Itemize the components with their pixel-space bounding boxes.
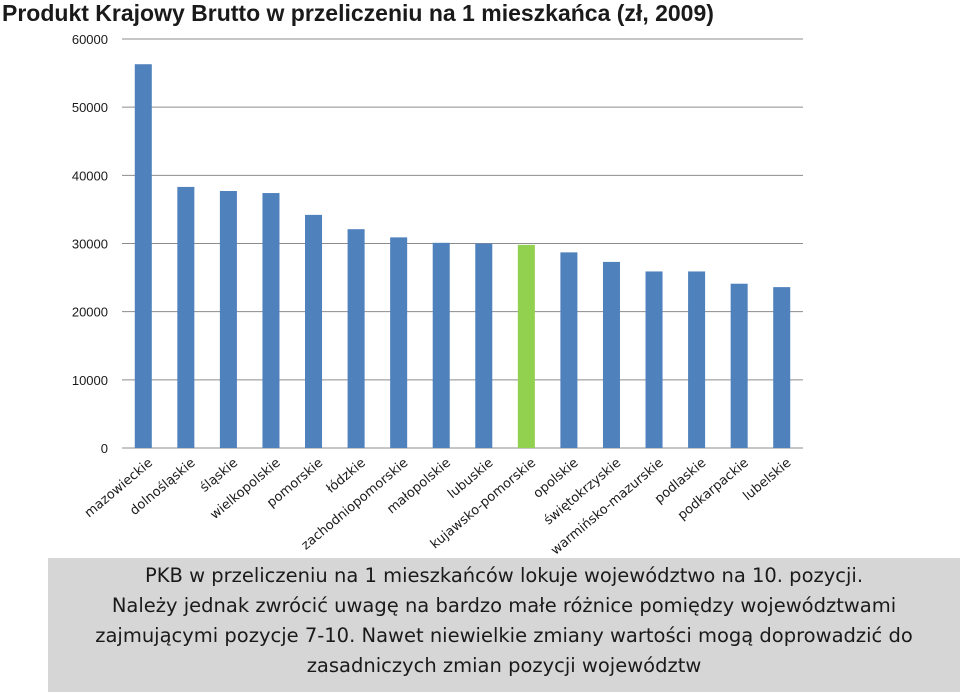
bar bbox=[390, 237, 408, 448]
bar bbox=[262, 193, 280, 448]
bar-chart: 0100002000030000400005000060000mazowieck… bbox=[72, 32, 803, 558]
caption-text: PKB w przeliczeniu na 1 mieszkańców loku… bbox=[48, 558, 960, 681]
bar bbox=[347, 229, 365, 448]
bar bbox=[602, 261, 620, 448]
bar bbox=[645, 271, 663, 448]
chart-title: Produkt Krajowy Brutto w przeliczeniu na… bbox=[2, 0, 714, 26]
y-tick-label: 20000 bbox=[72, 305, 108, 320]
bar bbox=[432, 242, 450, 448]
caption-line-4: zasadniczych zmian pozycji województw bbox=[306, 654, 702, 677]
y-tick-label: 50000 bbox=[72, 100, 108, 115]
bar bbox=[177, 186, 195, 448]
y-tick-label: 30000 bbox=[72, 237, 108, 252]
bar bbox=[773, 287, 791, 448]
caption-box: PKB w przeliczeniu na 1 mieszkańców loku… bbox=[48, 558, 960, 692]
bar bbox=[517, 244, 535, 448]
y-tick-label: 40000 bbox=[72, 168, 108, 183]
bar bbox=[134, 64, 152, 448]
y-tick-label: 10000 bbox=[72, 373, 108, 388]
bar bbox=[475, 243, 493, 448]
caption-line-3: zajmującymi pozycje 7-10. Nawet niewielk… bbox=[95, 624, 913, 647]
bar bbox=[688, 271, 706, 448]
x-tick-label: lubelskie bbox=[741, 456, 795, 505]
caption-line-2: Należy jednak zwrócić uwagę na bardzo ma… bbox=[111, 594, 897, 617]
bar bbox=[219, 191, 237, 449]
bar bbox=[730, 283, 748, 448]
y-tick-label: 0 bbox=[101, 441, 108, 456]
bar bbox=[560, 252, 578, 448]
y-tick-label: 60000 bbox=[72, 32, 108, 47]
bar bbox=[305, 214, 323, 448]
caption-line-1: PKB w przeliczeniu na 1 mieszkańców loku… bbox=[144, 564, 864, 587]
